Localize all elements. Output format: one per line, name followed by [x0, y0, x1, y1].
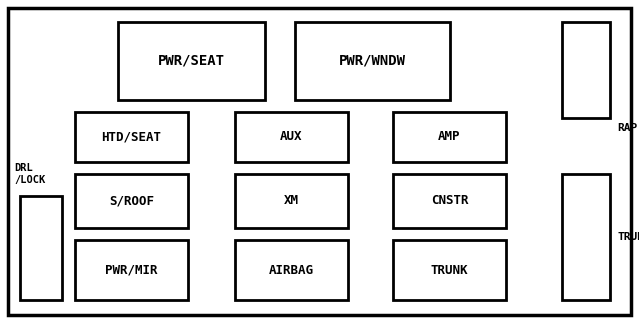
FancyBboxPatch shape: [393, 240, 506, 300]
Text: RAP: RAP: [617, 123, 637, 133]
Text: PWR/MIR: PWR/MIR: [105, 264, 158, 276]
Text: AUX: AUX: [281, 130, 303, 143]
Text: TRUNK: TRUNK: [617, 232, 639, 242]
FancyBboxPatch shape: [20, 196, 62, 300]
FancyBboxPatch shape: [8, 8, 631, 315]
FancyBboxPatch shape: [75, 240, 188, 300]
FancyBboxPatch shape: [75, 174, 188, 228]
FancyBboxPatch shape: [118, 22, 265, 100]
Text: AMP: AMP: [438, 130, 461, 143]
Text: CNSTR: CNSTR: [431, 194, 468, 207]
Text: PWR/WNDW: PWR/WNDW: [339, 54, 406, 68]
FancyBboxPatch shape: [235, 112, 348, 162]
Text: XM: XM: [284, 194, 299, 207]
Text: TRUNK: TRUNK: [431, 264, 468, 276]
FancyBboxPatch shape: [393, 174, 506, 228]
Text: AIRBAG: AIRBAG: [269, 264, 314, 276]
FancyBboxPatch shape: [235, 240, 348, 300]
FancyBboxPatch shape: [295, 22, 450, 100]
FancyBboxPatch shape: [235, 174, 348, 228]
Text: PWR/SEAT: PWR/SEAT: [158, 54, 225, 68]
FancyBboxPatch shape: [393, 112, 506, 162]
FancyBboxPatch shape: [562, 22, 610, 118]
FancyBboxPatch shape: [562, 174, 610, 300]
Text: DRL
/LOCK: DRL /LOCK: [14, 163, 45, 185]
FancyBboxPatch shape: [75, 112, 188, 162]
Text: HTD/SEAT: HTD/SEAT: [102, 130, 162, 143]
Text: S/ROOF: S/ROOF: [109, 194, 154, 207]
